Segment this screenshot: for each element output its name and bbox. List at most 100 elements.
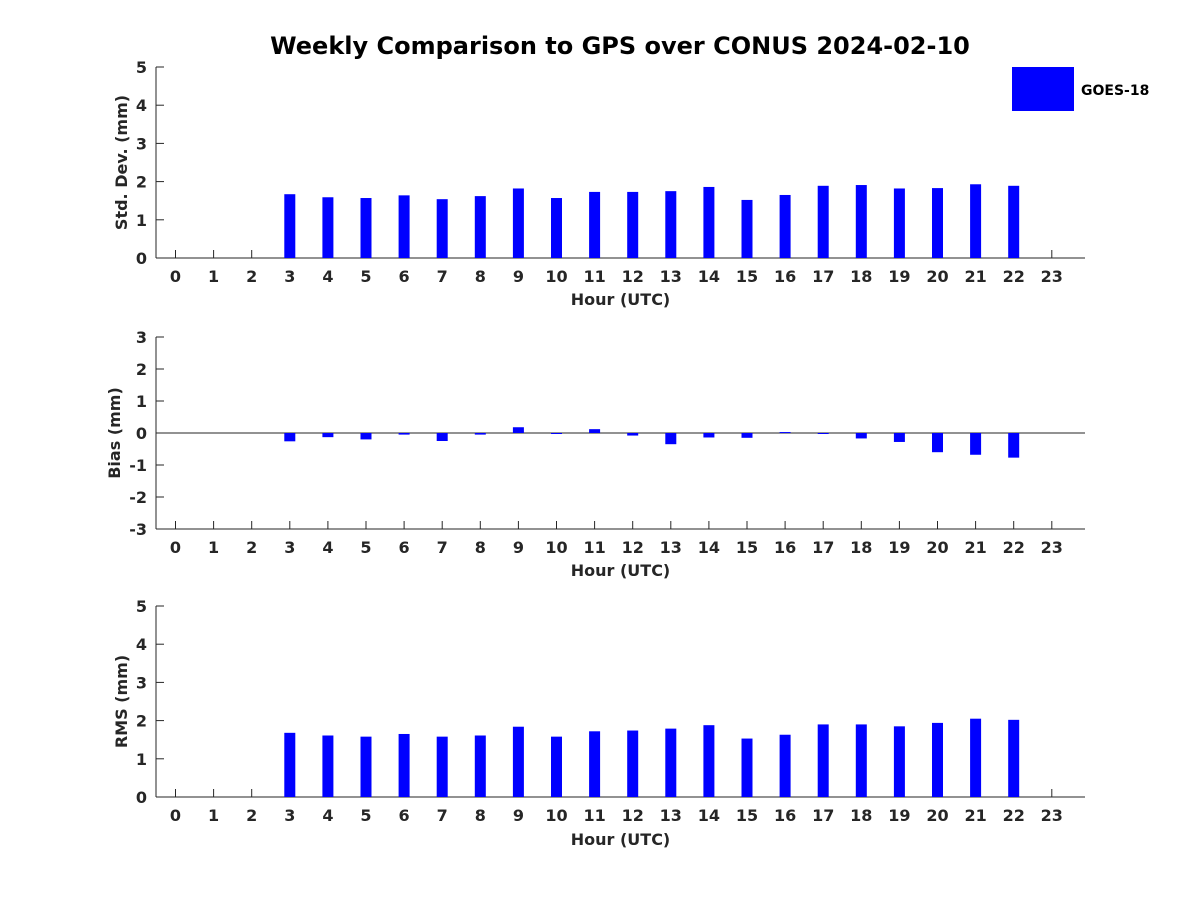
x-tick-label: 21 — [964, 538, 986, 557]
x-tick-label: 20 — [926, 267, 948, 286]
x-tick-label: 22 — [1003, 538, 1025, 557]
x-tick-label: 7 — [437, 538, 448, 557]
x-tick-label: 11 — [583, 538, 605, 557]
y-axis-label: RMS (mm) — [112, 655, 131, 748]
x-tick-label: 12 — [622, 538, 644, 557]
y-tick-label: 3 — [136, 328, 147, 347]
y-tick-label: 0 — [136, 424, 147, 443]
x-tick-label: 23 — [1041, 538, 1063, 557]
bar-stddev-hour-21 — [970, 184, 982, 258]
bar-stddev-hour-11 — [589, 191, 601, 258]
x-tick-label: 12 — [622, 806, 644, 825]
x-tick-label: 20 — [926, 538, 948, 557]
x-tick-label: 10 — [545, 538, 567, 557]
y-axis-label: Std. Dev. (mm) — [112, 95, 131, 230]
bar-stddev-hour-10 — [551, 198, 562, 258]
x-tick-label: 12 — [622, 267, 644, 286]
x-tick-label: 14 — [698, 538, 720, 557]
y-tick-label: 5 — [136, 597, 147, 616]
bar-bias-hour-4 — [322, 433, 334, 438]
x-tick-label: 21 — [964, 806, 986, 825]
bar-stddev-hour-4 — [322, 197, 334, 258]
x-tick-label: 18 — [850, 806, 872, 825]
x-tick-label: 16 — [774, 267, 796, 286]
x-tick-label: 23 — [1041, 267, 1063, 286]
bar-stddev-hour-17 — [817, 185, 829, 258]
bar-rms-hour-6 — [398, 733, 410, 797]
x-tick-label: 10 — [545, 806, 567, 825]
bar-stddev-hour-18 — [855, 185, 867, 258]
bar-bias-hour-21 — [970, 433, 982, 455]
y-tick-label: 0 — [136, 788, 147, 807]
x-tick-label: 3 — [284, 538, 295, 557]
bar-bias-hour-20 — [932, 433, 943, 453]
bar-bias-hour-16 — [779, 432, 791, 434]
bar-rms-hour-13 — [665, 728, 677, 797]
y-tick-label: -1 — [129, 456, 147, 475]
bar-stddev-hour-7 — [436, 199, 448, 258]
bar-stddev-hour-13 — [665, 191, 677, 258]
bar-bias-hour-14 — [703, 433, 715, 438]
x-tick-label: 3 — [284, 806, 295, 825]
legend-label: GOES-18 — [1081, 83, 1149, 99]
x-tick-label: 9 — [513, 267, 524, 286]
bar-bias-hour-9 — [512, 427, 524, 433]
y-tick-label: 1 — [136, 392, 147, 411]
x-tick-label: 23 — [1041, 806, 1063, 825]
x-tick-label: 4 — [322, 538, 333, 557]
bar-rms-hour-11 — [589, 731, 601, 797]
legend-swatch — [1012, 67, 1074, 111]
x-tick-label: 22 — [1003, 267, 1025, 286]
bar-bias-hour-11 — [589, 429, 601, 433]
bar-bias-hour-6 — [398, 433, 410, 435]
x-axis-label: Hour (UTC) — [571, 561, 671, 580]
bar-bias-hour-13 — [665, 433, 677, 445]
bar-stddev-hour-19 — [893, 188, 905, 258]
x-tick-label: 16 — [774, 538, 796, 557]
bar-bias-hour-10 — [551, 433, 562, 434]
x-tick-label: 3 — [284, 267, 295, 286]
x-tick-label: 13 — [660, 267, 682, 286]
y-tick-label: 5 — [136, 58, 147, 77]
x-tick-label: 10 — [545, 267, 567, 286]
y-tick-label: 0 — [136, 249, 147, 268]
y-tick-label: -2 — [129, 488, 147, 507]
chart-title: Weekly Comparison to GPS over CONUS 2024… — [270, 32, 970, 60]
y-tick-label: 1 — [136, 750, 147, 769]
y-tick-label: 4 — [136, 635, 147, 654]
bar-bias-hour-15 — [741, 433, 753, 438]
y-tick-label: 2 — [136, 360, 147, 379]
bar-rms-hour-4 — [322, 735, 334, 797]
bar-stddev-hour-22 — [1008, 185, 1020, 258]
bar-bias-hour-17 — [817, 433, 829, 434]
x-tick-label: 1 — [208, 538, 219, 557]
bar-rms-hour-21 — [970, 718, 982, 797]
bar-bias-hour-18 — [855, 433, 867, 439]
bar-rms-hour-3 — [284, 732, 296, 797]
y-tick-label: 3 — [136, 673, 147, 692]
x-tick-label: 13 — [660, 806, 682, 825]
x-tick-label: 17 — [812, 267, 834, 286]
bar-stddev-hour-3 — [284, 194, 296, 258]
bar-rms-hour-17 — [817, 724, 829, 797]
x-tick-label: 0 — [170, 538, 181, 557]
x-tick-label: 15 — [736, 267, 758, 286]
bar-bias-hour-7 — [436, 433, 448, 441]
x-tick-label: 8 — [475, 538, 486, 557]
x-tick-label: 11 — [583, 267, 605, 286]
x-tick-label: 18 — [850, 538, 872, 557]
y-tick-label: 4 — [136, 96, 147, 115]
bar-rms-hour-19 — [893, 726, 905, 797]
bar-stddev-hour-16 — [779, 194, 791, 258]
x-tick-label: 4 — [322, 267, 333, 286]
bar-rms-hour-16 — [779, 734, 791, 797]
x-tick-label: 6 — [399, 806, 410, 825]
x-tick-label: 20 — [926, 806, 948, 825]
bar-bias-hour-8 — [474, 433, 486, 435]
x-axis-label: Hour (UTC) — [571, 290, 671, 309]
legend: GOES-18 — [1012, 67, 1149, 111]
x-tick-label: 7 — [437, 267, 448, 286]
x-tick-label: 19 — [888, 806, 910, 825]
